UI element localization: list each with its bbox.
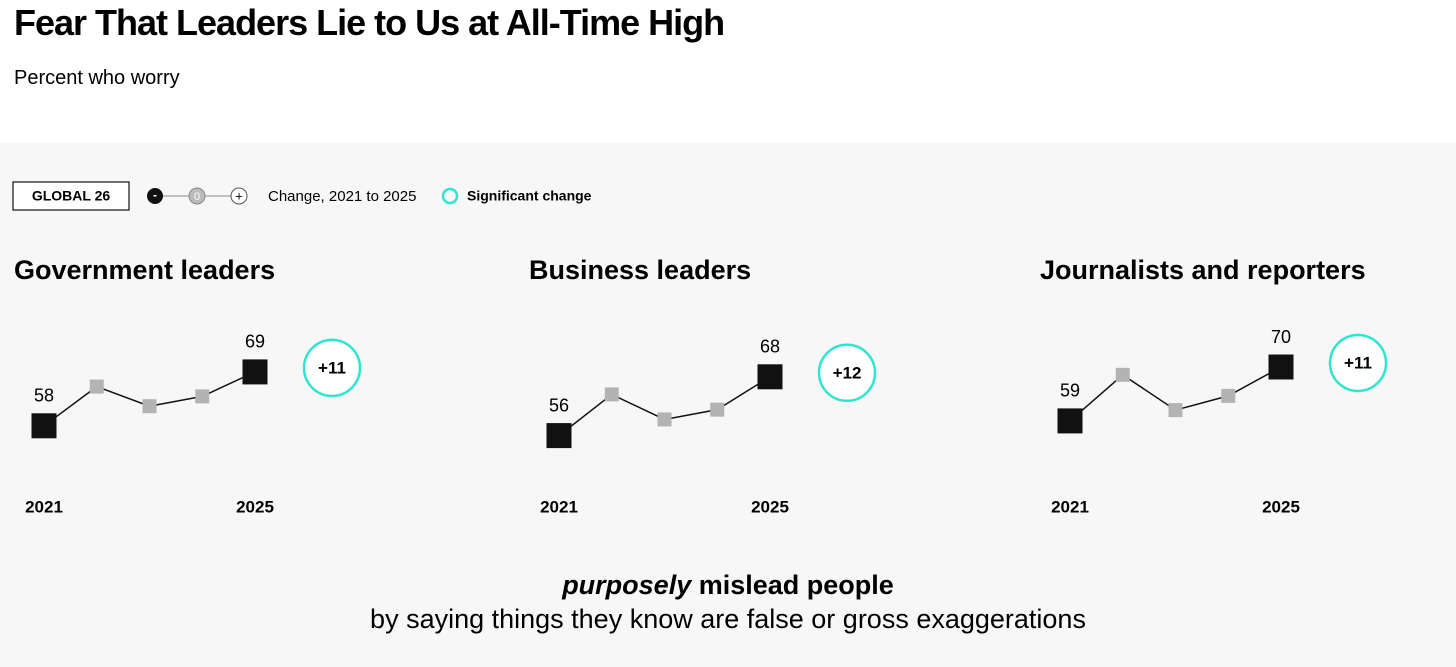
x-tick-label: 2021 [25, 497, 63, 516]
data-label: 59 [1060, 381, 1080, 401]
x-tick-label: 2025 [751, 497, 789, 516]
data-label: 69 [245, 332, 265, 352]
footer-headline: mislead people [698, 570, 894, 600]
significant-swatch [441, 187, 459, 205]
scale-minus-dot [147, 188, 163, 204]
mid-marker [1115, 367, 1130, 382]
scale-plus: + [235, 188, 243, 203]
mid-marker [657, 412, 672, 427]
footer-emphasis: purposely [562, 570, 692, 600]
change-circle [1328, 333, 1388, 393]
footer-detail: by saying things they know are false or … [370, 604, 1086, 634]
data-label: 56 [549, 395, 569, 415]
subtitle: Percent who worry [14, 67, 180, 89]
end-marker [546, 423, 572, 449]
mid-marker [195, 389, 210, 404]
end-marker [31, 413, 57, 439]
data-label: 70 [1271, 327, 1291, 347]
change-circle [302, 338, 362, 398]
scale-minus: - [153, 188, 157, 202]
scope-box [12, 181, 130, 211]
change-text: Change, 2021 to 2025 [268, 188, 416, 205]
scale-plus-dot [230, 187, 248, 205]
mid-marker [89, 379, 104, 394]
end-marker [757, 364, 783, 390]
mid-marker [710, 402, 725, 417]
x-tick-label: 2021 [1051, 497, 1089, 516]
change-label: +11 [318, 358, 346, 377]
change-label: +12 [833, 363, 862, 382]
line [558, 376, 771, 437]
change-circle [817, 343, 877, 403]
panel-title: Journalists and reporters [1040, 255, 1366, 285]
panel-title: Business leaders [529, 255, 751, 285]
end-marker [242, 359, 268, 385]
legend: GLOBAL 26 - 0 + Change, 2021 to 2025 Sig… [12, 181, 592, 211]
scale-zero-dot [188, 187, 206, 205]
data-label: 68 [760, 337, 780, 357]
panel-title: Government leaders [14, 255, 275, 285]
mid-marker [142, 399, 157, 414]
scale-zero: 0 [194, 191, 200, 203]
mid-marker [604, 387, 619, 402]
change-label: +11 [1344, 353, 1372, 372]
mid-marker [1168, 403, 1183, 418]
significant-text: Significant change [467, 188, 592, 204]
x-tick-label: 2021 [540, 497, 578, 516]
title: Fear That Leaders Lie to Us at All-Time … [14, 2, 725, 43]
panel [0, 143, 1456, 667]
line [43, 371, 256, 427]
x-tick-label: 2025 [1262, 497, 1300, 516]
x-tick-label: 2025 [236, 497, 274, 516]
mid-marker [1221, 388, 1236, 403]
end-marker [1268, 354, 1294, 380]
scope: GLOBAL 26 [32, 188, 111, 204]
end-marker [1057, 408, 1083, 434]
footer: purposely mislead people by saying thing… [0, 568, 1456, 636]
data-label: 58 [34, 386, 54, 406]
